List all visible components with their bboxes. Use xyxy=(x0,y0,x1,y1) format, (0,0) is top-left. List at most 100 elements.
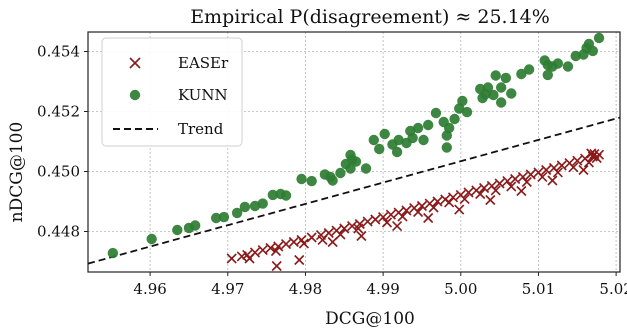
x-tick-label: 5.02 xyxy=(599,280,627,298)
y-axis-label: nDCG@100 xyxy=(7,122,27,223)
data-point-x xyxy=(294,254,305,266)
legend: EASEr KUNN Trend xyxy=(101,37,243,147)
x-tick-label: 4.97 xyxy=(211,280,244,298)
ticks: 4.96 4.97 4.98 4.99 5.00 5.01 5.02 0.448 0.450 0.… xyxy=(37,43,627,299)
data-point-x xyxy=(506,181,517,192)
data-point-x xyxy=(556,160,567,171)
data-point-x xyxy=(516,185,527,197)
data-point-circle xyxy=(146,233,157,245)
data-point-x xyxy=(521,176,532,188)
x-tick-label: 4.98 xyxy=(289,280,322,298)
data-point-circle xyxy=(562,61,574,72)
data-point-x xyxy=(397,211,408,222)
series-layer xyxy=(107,32,605,272)
y-tick-label: 0.452 xyxy=(37,103,80,121)
data-point-x xyxy=(428,202,439,213)
data-point-x xyxy=(517,171,528,182)
data-point-circle xyxy=(593,32,605,44)
data-point-circle xyxy=(379,128,390,140)
data-point-x xyxy=(494,178,505,189)
data-point-circle xyxy=(516,68,527,80)
x-tick-label: 4.96 xyxy=(133,280,166,298)
y-tick-label: 0.448 xyxy=(37,223,80,241)
data-point-circle xyxy=(280,190,292,201)
data-point-circle xyxy=(335,167,346,179)
data-point-x xyxy=(346,221,358,232)
data-point-circle xyxy=(391,146,403,158)
data-point-x xyxy=(459,194,470,205)
data-point-circle xyxy=(306,175,317,187)
data-point-circle xyxy=(422,119,434,131)
data-point-x xyxy=(578,164,589,176)
data-point-x xyxy=(568,162,579,173)
chart-title: Empirical P(disagreement) ≈ 25.14% xyxy=(190,6,550,28)
data-point-x xyxy=(306,232,317,243)
data-point-x xyxy=(447,192,459,203)
data-point-circle xyxy=(210,212,222,224)
data-point-x xyxy=(271,260,282,272)
legend-label-trend: Trend xyxy=(178,120,224,138)
data-point-x xyxy=(265,242,276,254)
data-point-x xyxy=(317,234,328,245)
legend-x-mark xyxy=(129,57,141,69)
data-point-circle xyxy=(345,163,356,174)
data-point-circle xyxy=(449,113,460,125)
data-point-x xyxy=(537,171,548,182)
data-point-x xyxy=(583,157,595,168)
data-point-x xyxy=(370,214,381,225)
data-point-x xyxy=(327,236,338,248)
data-point-circle xyxy=(239,201,251,213)
data-point-circle xyxy=(500,72,512,84)
data-point-circle xyxy=(218,211,230,223)
data-point-circle xyxy=(257,198,268,209)
data-point-x xyxy=(586,148,597,159)
data-point-x xyxy=(490,185,501,196)
data-point-x xyxy=(378,212,389,223)
data-point-circle xyxy=(488,89,499,101)
data-point-circle xyxy=(523,64,535,75)
trend-layer xyxy=(87,116,621,265)
data-point-circle xyxy=(189,220,201,231)
data-point-circle xyxy=(412,122,424,134)
data-point-x xyxy=(423,212,434,224)
data-point-x xyxy=(335,229,346,240)
data-point-x xyxy=(356,230,367,242)
series-kunn xyxy=(107,32,605,259)
data-point-x xyxy=(244,253,255,264)
data-point-x xyxy=(572,155,583,166)
data-point-x xyxy=(541,164,552,176)
data-point-x xyxy=(353,223,364,234)
data-point-x xyxy=(416,200,428,212)
data-point-circle xyxy=(368,134,380,146)
x-axis-label: DCG@100 xyxy=(325,309,415,329)
data-point-circle xyxy=(461,106,473,118)
data-point-circle xyxy=(457,95,468,107)
data-point-circle xyxy=(360,163,372,174)
data-point-circle xyxy=(418,134,429,146)
data-point-x xyxy=(432,196,443,207)
data-point-circle xyxy=(490,70,501,81)
data-point-circle xyxy=(231,207,243,219)
data-point-circle xyxy=(570,50,581,62)
data-point-circle xyxy=(495,97,507,108)
data-point-x xyxy=(385,209,396,220)
data-point-circle xyxy=(107,247,119,259)
data-point-circle xyxy=(495,82,507,93)
data-point-x xyxy=(413,206,424,218)
data-point-x xyxy=(362,216,373,227)
x-tick-label: 5.00 xyxy=(444,280,477,298)
series-easer xyxy=(226,148,605,272)
data-point-circle xyxy=(587,45,599,57)
data-point-x xyxy=(401,205,412,216)
data-point-x xyxy=(280,239,292,250)
data-point-x xyxy=(381,217,393,228)
data-point-x xyxy=(589,149,600,160)
legend-marker-kunn-icon xyxy=(129,89,141,101)
data-point-x xyxy=(510,173,521,185)
trend-line xyxy=(87,116,621,265)
data-point-x xyxy=(444,197,455,208)
data-point-circle xyxy=(172,224,183,236)
data-point-x xyxy=(479,182,490,194)
legend-label-ease: EASEr xyxy=(178,54,229,72)
